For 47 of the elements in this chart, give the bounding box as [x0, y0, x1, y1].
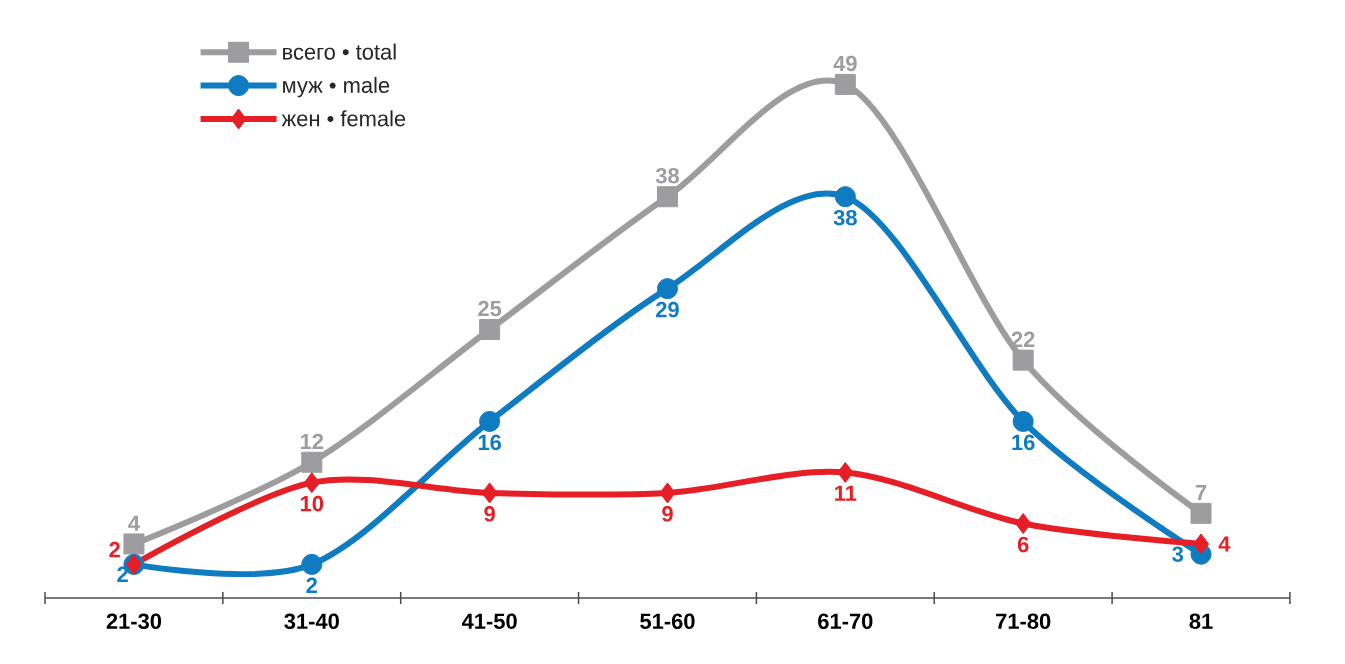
- point: [656, 278, 678, 300]
- x-tick-label: 61-70: [818, 613, 873, 630]
- x-tick-label: 51-60: [640, 613, 695, 630]
- data-label: 2: [306, 577, 317, 593]
- point: [659, 482, 676, 504]
- point: [1012, 410, 1034, 432]
- point: [834, 186, 856, 208]
- point: [481, 482, 498, 504]
- data-label: 29: [656, 301, 679, 318]
- legend-label: жен • female: [281, 110, 406, 127]
- point: [301, 553, 323, 575]
- data-label: 49: [833, 55, 857, 72]
- point: [656, 186, 678, 208]
- x-tick-label: 41-50: [461, 613, 517, 630]
- data-label: 9: [484, 506, 495, 522]
- point: [1193, 533, 1210, 555]
- data-label: 10: [300, 495, 324, 512]
- point: [479, 410, 501, 432]
- point: [837, 461, 854, 483]
- data-label: 16: [478, 434, 502, 451]
- point: [1190, 502, 1212, 524]
- point: [834, 73, 856, 95]
- point: [123, 533, 145, 555]
- x-tick-label: 31-40: [284, 613, 339, 630]
- x-tick-label: 21-30: [106, 613, 162, 630]
- data-label: 11: [835, 485, 857, 501]
- data-label: 7: [1195, 485, 1207, 501]
- legend-label: муж • male: [283, 76, 390, 98]
- data-label: 6: [1017, 536, 1029, 553]
- x-tick-label: 71-80: [996, 613, 1051, 630]
- data-label: 38: [833, 209, 857, 226]
- data-label: 16: [1012, 434, 1035, 451]
- data-label: 38: [655, 167, 679, 184]
- data-label: 25: [478, 300, 502, 317]
- data-label: 4: [1218, 536, 1231, 552]
- data-label: 3: [1172, 546, 1184, 562]
- point: [301, 451, 323, 473]
- legend-label: всего • total: [283, 43, 396, 60]
- point: [479, 318, 501, 340]
- point: [303, 472, 320, 494]
- data-label: 12: [300, 433, 324, 450]
- point: [1015, 513, 1032, 535]
- data-label: 9: [662, 506, 673, 522]
- data-label: 2: [109, 541, 120, 558]
- data-label: 4: [128, 515, 140, 531]
- point: [1012, 349, 1034, 371]
- x-tick-label: 81: [1189, 613, 1213, 630]
